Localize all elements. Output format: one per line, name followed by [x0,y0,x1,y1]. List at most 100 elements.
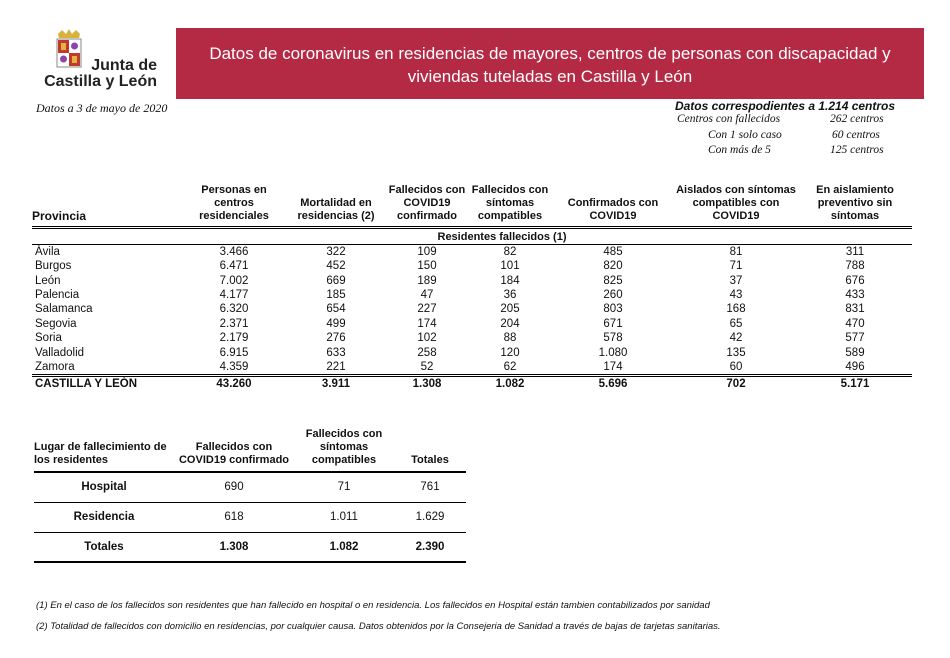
value-cell: 135 [726,346,746,359]
label: Centros con fallecidos [677,113,781,125]
value-cell: 788 [845,260,865,273]
title-line: viviendas tuteladas en Castilla y León [407,67,693,86]
value-cell: 433 [845,288,865,301]
table-row: Salamanca 6.320 654 227 205 803 168 831 [32,302,912,316]
value-cell: 825 [603,274,623,287]
value-cell: 6.471 [219,260,249,273]
value-cell: 185 [326,288,346,301]
table-row: Segovia 2.371 499 174 204 671 65 470 [32,317,912,331]
value-cell: 676 [845,274,865,287]
value-cell: 47 [420,288,434,301]
subheader: Residentes fallecidos (1) [182,227,912,245]
value-cell: 322 [326,246,346,258]
total-cell: 702 [726,377,746,390]
value-cell: 88 [503,332,517,345]
column-header: Fallecidos con COVID19 confirmado [388,184,466,222]
provinces-table: Provincia Personas en centros residencial… [32,184,912,391]
value-cell: 221 [326,360,346,373]
value-cell: 101 [500,260,520,273]
coat-of-arms-icon [56,29,82,68]
value-cell: 227 [417,303,437,316]
value-cell: 496 [845,360,865,373]
value-cell: 189 [417,274,437,287]
column-header: Personas en centros residenciales [199,184,269,222]
title-banner: Datos de coronavirus en residencias de m… [176,28,924,99]
total-row: CASTILLA Y LEÓN 43.260 3.911 1.308 1.082 5.69… [32,375,912,391]
value-cell: 1.308 [174,532,294,563]
value-cell: 62 [503,360,517,373]
province-name: Soria [35,332,62,345]
value-cell: 3.466 [219,246,249,258]
total-cell: 1.308 [412,377,442,390]
value-cell: 37 [729,274,743,287]
place-of-death-table: Lugar de fallecimiento de los residentes… [34,428,466,563]
value-cell: 4.177 [219,288,249,301]
total-cell: 3.911 [321,377,351,390]
value-cell: 761 [394,472,466,503]
table-row: Soria 2.179 276 102 88 578 42 577 [32,331,912,345]
value-cell: 109 [417,246,437,258]
value-cell: 485 [603,246,623,258]
table-row: Palencia 4.177 185 47 36 260 43 433 [32,288,912,302]
value-cell: 6.915 [219,346,249,359]
value-cell: 6.320 [219,303,249,316]
value-cell: 1.082 [294,532,394,563]
total-cell: 43.260 [216,377,252,390]
province-name: Segovia [35,317,77,330]
centros-row: Con 1 solo caso 60 centros [660,129,910,145]
column-header: Totales [411,454,449,466]
value-cell: 60 [729,360,743,373]
logo-line: Junta de [91,57,157,74]
table-row: Totales 1.308 1.082 2.390 [34,532,466,563]
row-label: Residencia [34,502,174,533]
value-cell: 150 [417,260,437,273]
value: 125 centros [830,144,884,156]
value-cell: 4.359 [219,360,249,373]
value-cell: 71 [294,472,394,503]
row-label: Hospital [34,472,174,503]
value-cell: 820 [603,260,623,273]
value-cell: 690 [174,472,294,503]
province-name: Zamora [35,360,75,373]
column-header: Fallecidos con síntomas compatibles [471,184,549,222]
value-cell: 174 [417,317,437,330]
table-row: Residencia 618 1.011 1.629 [34,502,466,533]
total-cell: 5.171 [840,377,870,390]
value-cell: 311 [845,246,865,258]
province-name: León [35,274,61,287]
column-header: En aislamiento preventivo sin síntomas [816,184,894,222]
value-cell: 578 [603,332,623,345]
value-cell: 7.002 [219,274,249,287]
table-row: Hospital 690 71 761 [34,472,466,503]
row-label: Totales [34,532,174,563]
value-cell: 1.629 [394,502,466,533]
value-cell: 470 [845,317,865,330]
value-cell: 577 [845,332,865,345]
value-cell: 633 [326,346,346,359]
value-cell: 669 [326,274,346,287]
value-cell: 1.080 [598,346,628,359]
centros-summary: Datos correspodientes a 1.214 centros Ce… [660,99,910,160]
value-cell: 204 [500,317,520,330]
value: 60 centros [832,128,880,141]
value-cell: 120 [500,346,520,359]
table-row: Burgos 6.471 452 150 101 820 71 788 [32,259,912,273]
province-name: Burgos [35,260,72,273]
value-cell: 258 [417,346,437,359]
logo-line: Castilla y León [44,73,157,90]
value-cell: 654 [326,303,346,316]
column-header: Fallecidos con COVID19 confirmado [178,441,290,466]
value-cell: 184 [500,274,520,287]
value-cell: 82 [503,246,517,258]
table-row: Zamora 4.359 221 52 62 174 60 496 [32,360,912,376]
value-cell: 2.179 [219,332,249,345]
value-cell: 260 [603,288,623,301]
title-line: Datos de coronavirus en residencias de m… [209,44,891,63]
data-date: Datos a 3 de mayo de 2020 [36,101,168,115]
value-cell: 2.371 [219,317,249,330]
subheader-row: Residentes fallecidos (1) [32,227,912,245]
value-cell: 831 [845,303,865,316]
column-header: Provincia [32,209,87,223]
column-header: Lugar de fallecimiento de los residentes [34,441,167,466]
value-cell: 499 [326,317,346,330]
